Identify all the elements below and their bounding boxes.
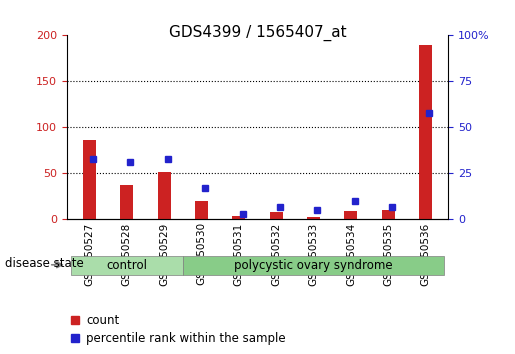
FancyBboxPatch shape (71, 256, 183, 275)
Bar (419, 45, 432, 219)
Bar (195, 201, 208, 219)
Bar (345, 211, 357, 219)
Bar (120, 185, 133, 219)
Text: control: control (106, 258, 147, 272)
Text: polycystic ovary syndrome: polycystic ovary syndrome (234, 258, 393, 272)
Bar (232, 216, 245, 219)
Bar (83, 140, 96, 219)
FancyBboxPatch shape (183, 256, 444, 275)
Bar (307, 217, 320, 219)
Text: count: count (86, 314, 119, 327)
Bar (382, 210, 395, 219)
Bar (158, 172, 170, 219)
Bar (270, 212, 283, 219)
Text: GDS4399 / 1565407_at: GDS4399 / 1565407_at (169, 25, 346, 41)
Text: disease state: disease state (5, 257, 84, 270)
Text: percentile rank within the sample: percentile rank within the sample (86, 332, 286, 344)
